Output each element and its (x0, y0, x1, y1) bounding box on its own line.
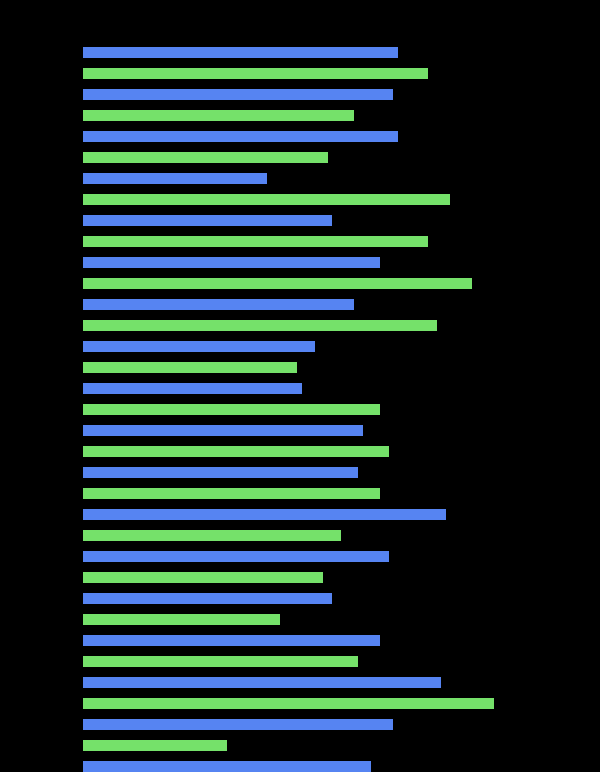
bar-6 (83, 173, 267, 184)
bar-28 (83, 635, 380, 646)
bar-7 (83, 194, 450, 205)
bar-2 (83, 89, 393, 100)
bar-31 (83, 698, 494, 709)
bar-15 (83, 362, 297, 373)
bar-4 (83, 131, 398, 142)
bar-11 (83, 278, 472, 289)
bar-21 (83, 488, 380, 499)
bar-8 (83, 215, 332, 226)
bar-16 (83, 383, 302, 394)
bar-17 (83, 404, 380, 415)
bar-18 (83, 425, 363, 436)
bar-34 (83, 761, 371, 772)
horizontal-bar-chart (0, 0, 600, 772)
bar-22 (83, 509, 446, 520)
bar-3 (83, 110, 354, 121)
bar-19 (83, 446, 389, 457)
bar-23 (83, 530, 341, 541)
bar-9 (83, 236, 428, 247)
bar-1 (83, 68, 428, 79)
bar-10 (83, 257, 380, 268)
bar-26 (83, 593, 332, 604)
bar-29 (83, 656, 358, 667)
bar-13 (83, 320, 437, 331)
bar-5 (83, 152, 328, 163)
bar-0 (83, 47, 398, 58)
bar-12 (83, 299, 354, 310)
bar-25 (83, 572, 323, 583)
bar-33 (83, 740, 227, 751)
bar-20 (83, 467, 358, 478)
bar-32 (83, 719, 393, 730)
bar-27 (83, 614, 280, 625)
bar-30 (83, 677, 441, 688)
bar-24 (83, 551, 389, 562)
bar-14 (83, 341, 315, 352)
